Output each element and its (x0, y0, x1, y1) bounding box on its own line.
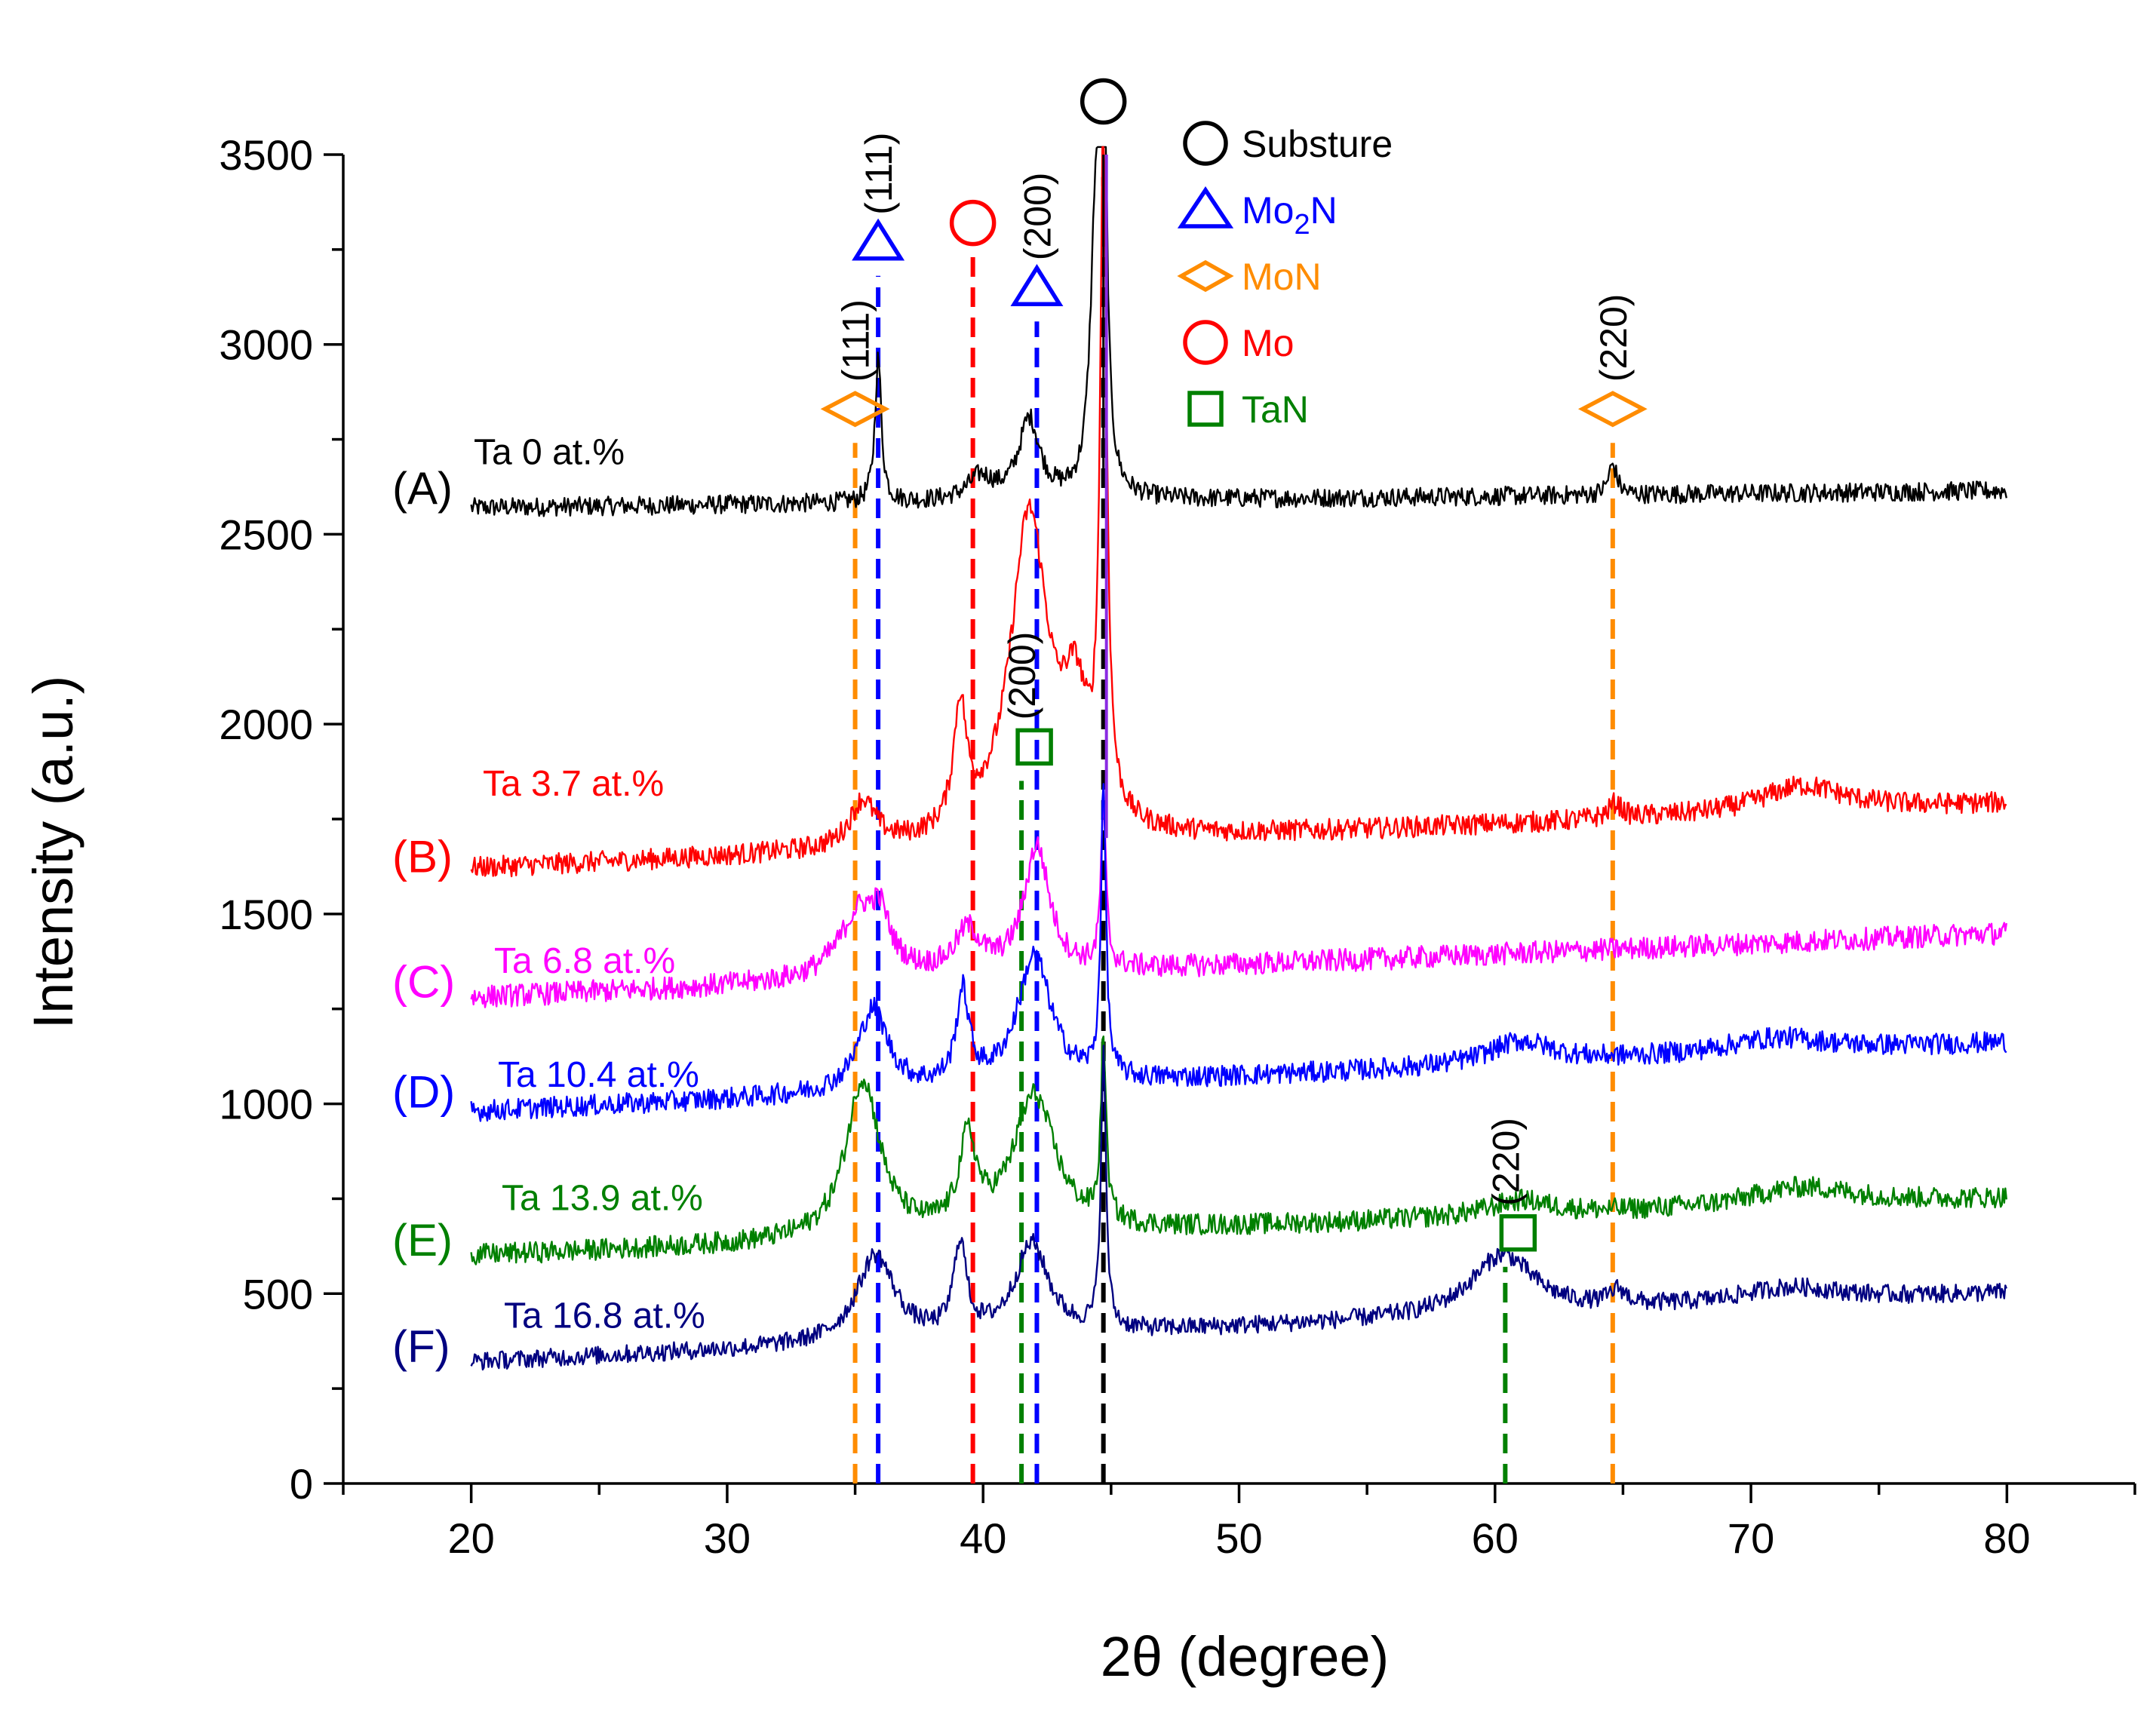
tan-marker (1015, 728, 1053, 766)
hkl-label: (220) (1485, 1118, 1527, 1206)
y-tick-label: 0 (290, 1460, 313, 1508)
hkl-labels: (111) (111) (200) (200) (220) (220) (835, 132, 1635, 1205)
x-tick-label: 70 (1728, 1514, 1774, 1562)
series-A-line (470, 146, 2007, 517)
legend-symbol (1183, 121, 1228, 166)
hkl-label: (200) (1016, 172, 1058, 260)
legend-item: Mo2N (1177, 186, 1338, 241)
x-axis-title: 2θ (degree) (1101, 1625, 1390, 1688)
series-A-letter: (A) (392, 463, 453, 514)
mo2n-marker (852, 218, 905, 261)
legend-item: MoN (1177, 256, 1322, 298)
legend-symbol (1177, 259, 1234, 293)
series-labels: Ta 0 at.% (A) Ta 3.7 at.% (B) Ta 6.8 at.% (C)… (392, 432, 705, 1372)
series-D-name: Ta 10.4 at.% (498, 1055, 699, 1095)
phase-markers (820, 78, 1648, 1252)
hkl-label: (111) (835, 299, 877, 382)
legend-label: Substure (1242, 123, 1393, 165)
series-F-name: Ta 16.8 at.% (504, 1296, 705, 1336)
legend-symbol (1183, 320, 1228, 365)
y-tick-label: 2000 (219, 701, 313, 748)
series-C-letter: (C) (392, 957, 455, 1008)
series-F-line (470, 1045, 2007, 1371)
y-tick-label: 3000 (219, 321, 313, 369)
legend-symbol (1187, 391, 1224, 427)
series-A-name: Ta 0 at.% (474, 432, 625, 472)
mon-marker (820, 391, 890, 428)
x-tick-label: 40 (960, 1514, 1006, 1562)
series-E-line (470, 1035, 2007, 1266)
y-axis-title: Intensity (a.u.) (22, 676, 84, 1029)
legend-label: Mo2N (1242, 189, 1338, 241)
series-D-line (470, 783, 2007, 1122)
series-D-letter: (D) (392, 1067, 455, 1118)
legend-item: TaN (1187, 388, 1309, 431)
mon-marker (1577, 391, 1648, 428)
hkl-label: (200) (1001, 632, 1043, 720)
y-tick-label: 1500 (219, 891, 313, 938)
series-B-line (470, 146, 2007, 878)
hkl-label: (111) (858, 132, 900, 214)
x-tick-label: 30 (704, 1514, 751, 1562)
legend-item: Substure (1183, 121, 1393, 166)
legend-symbol (1177, 186, 1234, 229)
y-tick-label: 1000 (219, 1081, 313, 1128)
mo2n-marker (1010, 264, 1064, 306)
series-B-letter: (B) (392, 831, 453, 882)
tan-marker (1499, 1213, 1537, 1252)
series-E-letter: (E) (392, 1215, 453, 1266)
series-F-letter: (F) (392, 1321, 450, 1372)
x-tick-label: 60 (1472, 1514, 1519, 1562)
series-C-name: Ta 6.8 at.% (494, 941, 675, 981)
series-C-line (470, 794, 2007, 1008)
legend-item: Mo (1183, 320, 1294, 365)
legend-label: Mo (1242, 322, 1294, 364)
y-tick-label: 3500 (219, 131, 313, 179)
x-tick-label: 80 (1983, 1514, 2030, 1562)
series-group (470, 146, 2007, 1371)
hkl-label: (220) (1592, 294, 1635, 382)
x-tick-label: 20 (447, 1514, 494, 1562)
mo-marker-ellipse (949, 199, 997, 247)
legend: Substure Mo2N MoN Mo TaN (1177, 121, 1393, 431)
x-tick-label: 50 (1215, 1514, 1262, 1562)
series-B-name: Ta 3.7 at.% (483, 764, 664, 804)
legend-label: MoN (1242, 256, 1322, 298)
legend-label: TaN (1242, 388, 1309, 431)
series-E-name: Ta 13.9 at.% (502, 1179, 703, 1219)
axes: 20 30 40 50 60 70 80 0 500 1000 1500 2000 2500 3000 35… (219, 131, 2136, 1562)
y-tick-label: 2500 (219, 511, 313, 558)
substrate-marker (1080, 78, 1127, 125)
y-tick-label: 500 (243, 1270, 313, 1318)
